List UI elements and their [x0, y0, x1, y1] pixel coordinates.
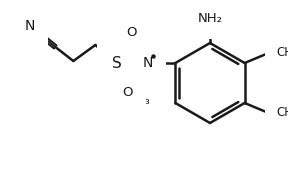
Text: O: O: [126, 27, 137, 40]
Text: CH₃: CH₃: [277, 107, 288, 120]
Text: N: N: [24, 19, 35, 33]
Text: N: N: [142, 56, 153, 70]
Text: O: O: [122, 87, 132, 100]
Text: NH₂: NH₂: [198, 12, 223, 25]
Text: CH₃: CH₃: [277, 47, 288, 60]
Text: S: S: [113, 56, 122, 70]
Text: CH₃: CH₃: [128, 94, 150, 107]
